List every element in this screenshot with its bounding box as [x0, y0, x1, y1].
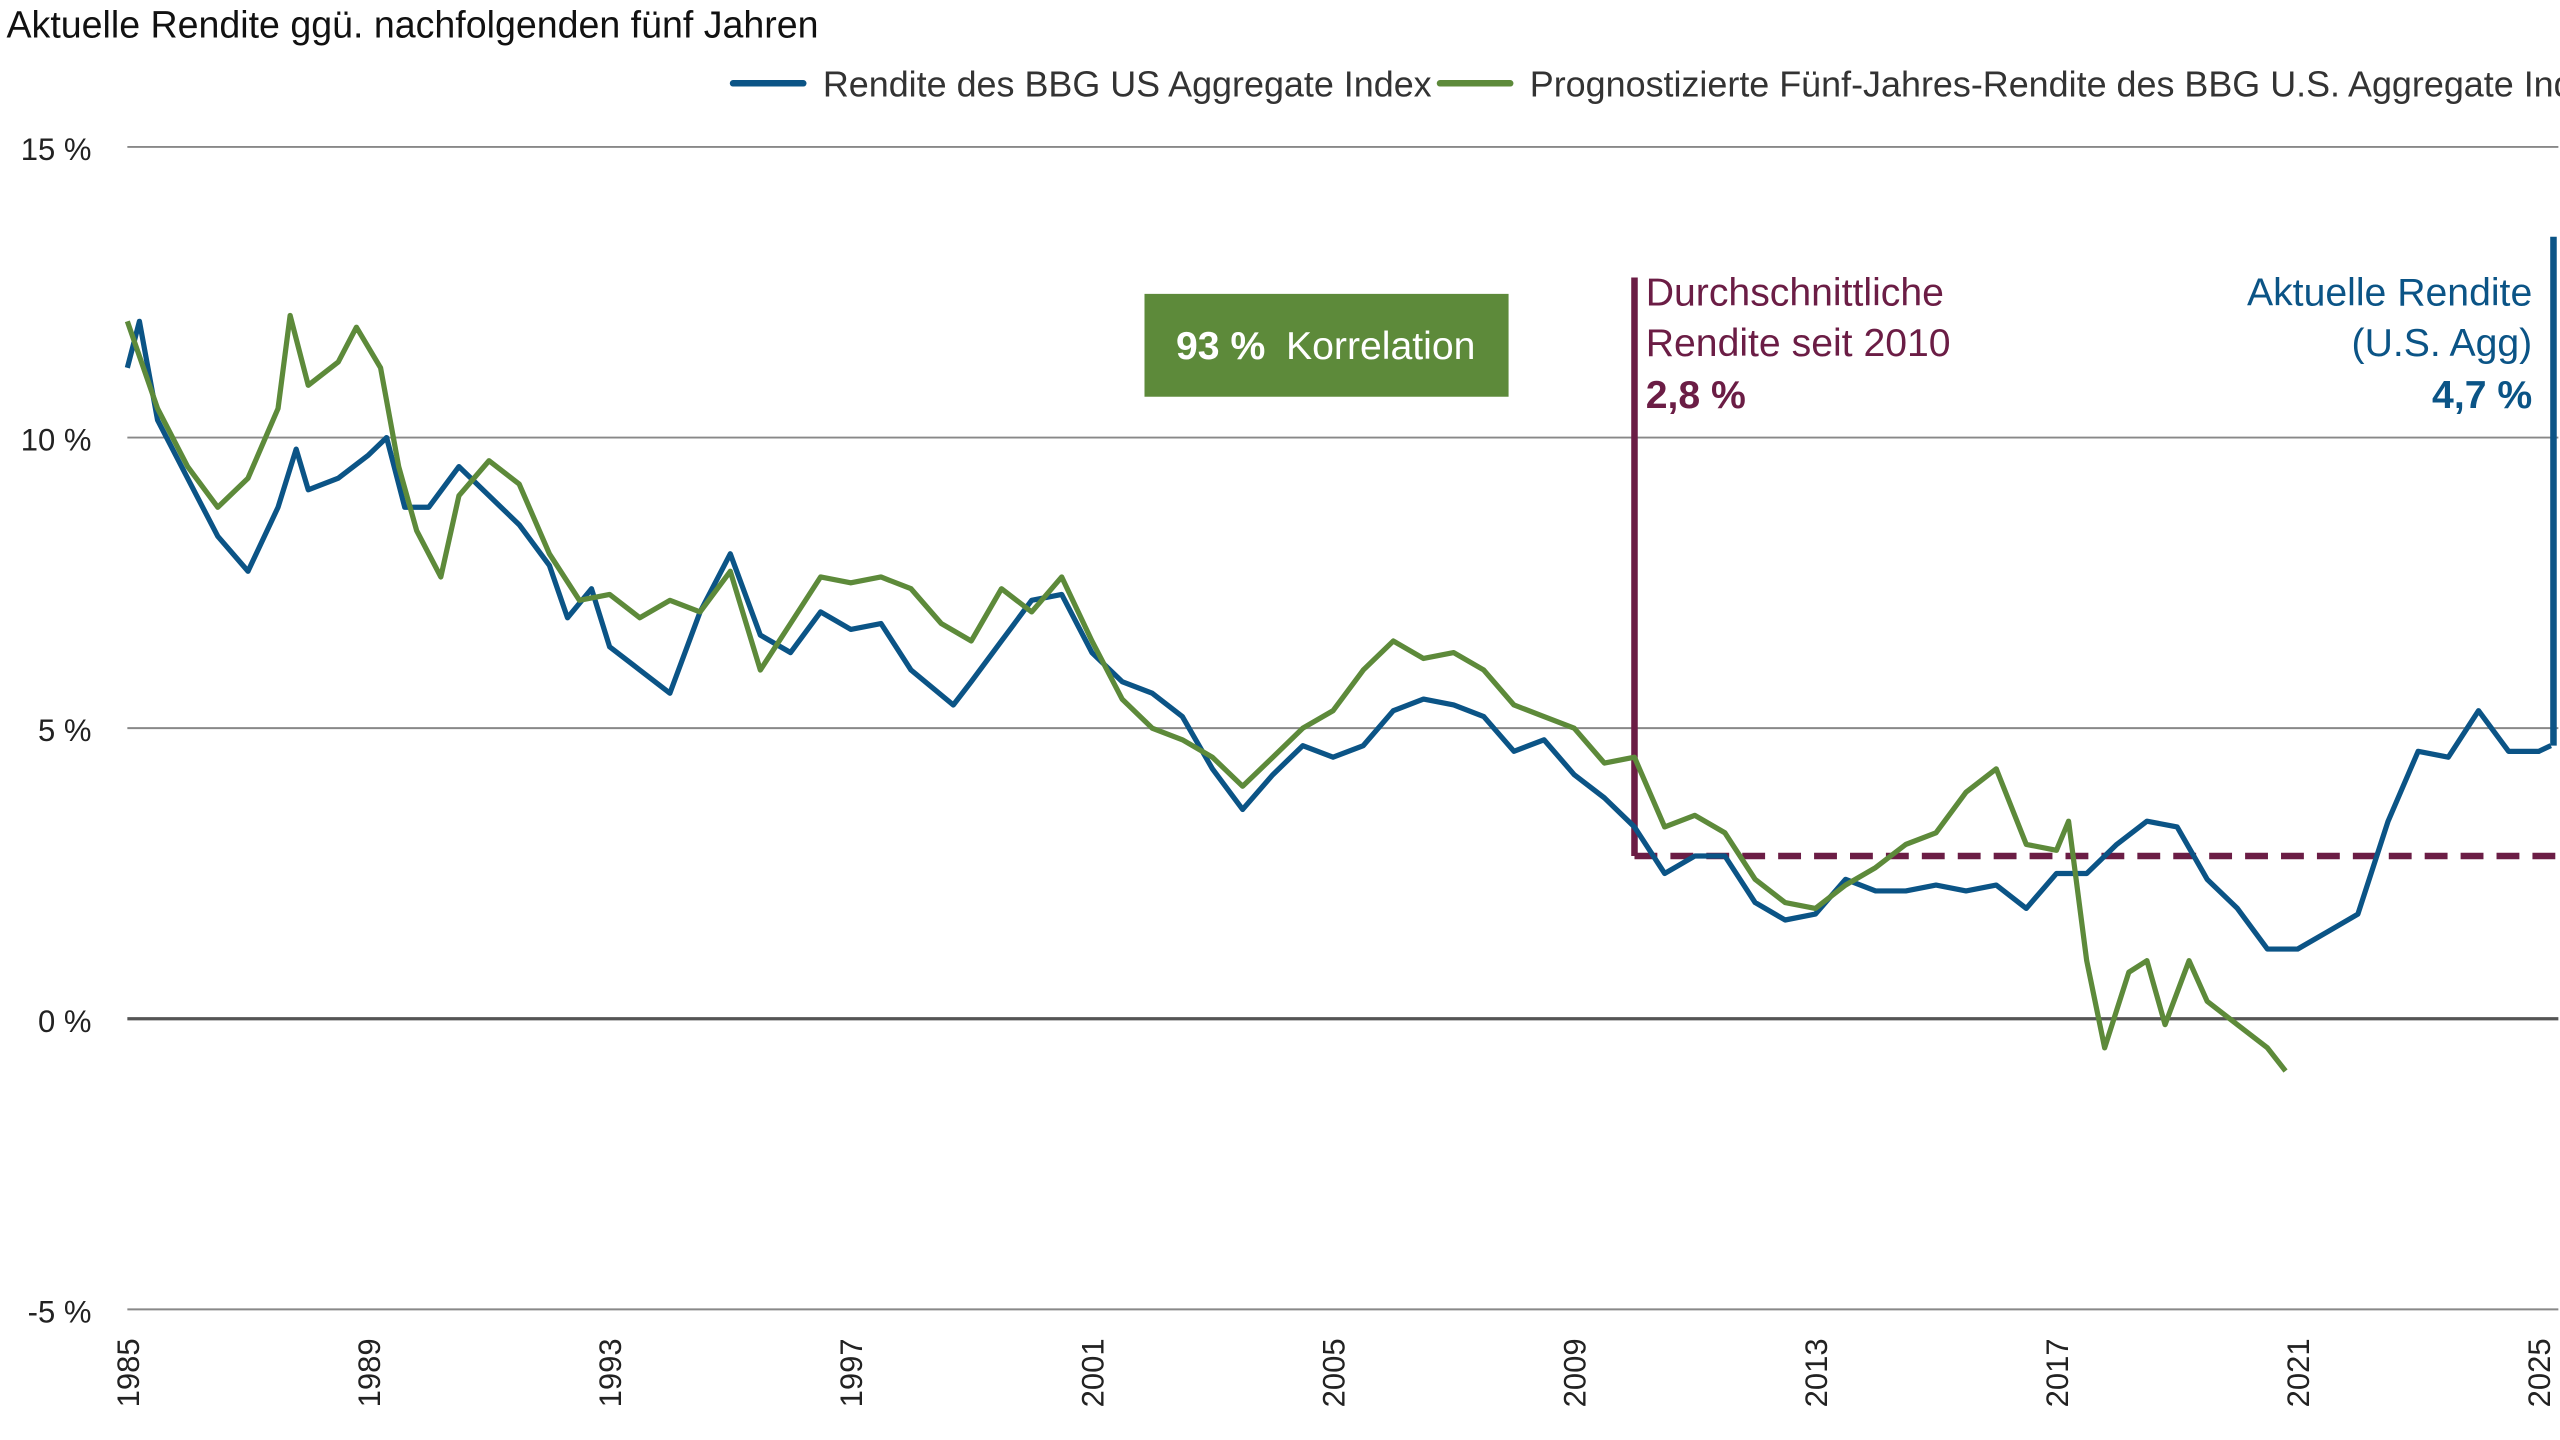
correlation-box-bg	[1144, 293, 1509, 397]
x-tick-label: 1997	[834, 1338, 869, 1407]
x-tick-label: 2017	[2040, 1338, 2075, 1407]
y-tick-label: 0 %	[38, 1004, 91, 1039]
average-label-1: Durchschnittliche	[1646, 271, 1944, 314]
svg-text:93 % Korrelation: 93 % Korrelation	[1176, 325, 1475, 368]
y-tick-label: 15 %	[21, 132, 92, 167]
correlation-label: Korrelation	[1286, 325, 1475, 368]
y-tick-label: 5 %	[38, 713, 91, 748]
average-annotation: Durchschnittliche Rendite seit 2010 2,8 …	[1631, 271, 2560, 860]
current-label-1: Aktuelle Rendite	[2247, 271, 2532, 314]
x-tick-label: 2001	[1075, 1338, 1110, 1407]
x-tick-label: 1985	[111, 1338, 146, 1407]
x-tick-label: 2025	[2522, 1338, 2557, 1407]
grid	[127, 145, 2559, 1311]
legend-label-forecast: Prognostizierte Fünf-Jahres-Rendite des …	[1530, 63, 2560, 104]
series-group	[124, 312, 2552, 1073]
legend: Rendite des BBG US Aggregate Index Progn…	[729, 63, 2560, 104]
x-tick-label: 1993	[593, 1338, 628, 1407]
y-tick-label: 10 %	[21, 423, 92, 458]
current-annotation: Aktuelle Rendite (U.S. Agg) 4,7 %	[2247, 236, 2557, 746]
average-label-2: Rendite seit 2010	[1646, 322, 1951, 365]
x-tick-label: 1989	[352, 1338, 387, 1407]
x-tick-label: 2013	[1799, 1338, 1834, 1407]
x-tick-label: 2021	[2281, 1338, 2316, 1407]
x-tick-label: 2009	[1558, 1338, 1593, 1407]
correlation-box: 93 % Korrelation	[1144, 293, 1509, 397]
y-tick-label: -5 %	[28, 1294, 92, 1329]
correlation-value: 93 %	[1176, 325, 1265, 368]
y-axis: 15 % 10 % 5 % 0 % -5 %	[21, 132, 92, 1329]
x-axis: 1985 1989 1993 1997 2001 2005 2009 2013 2017 2021…	[111, 1338, 2557, 1407]
current-value: 4,7 %	[2432, 374, 2532, 417]
chart-title: Aktuelle Rendite ggü. nachfolgenden fünf…	[7, 4, 819, 46]
average-value: 2,8 %	[1646, 374, 1746, 417]
series-line-yield	[124, 318, 2552, 952]
current-label-2: (U.S. Agg)	[2352, 322, 2533, 365]
legend-label-yield: Rendite des BBG US Aggregate Index	[823, 63, 1432, 104]
series-line-forecast	[124, 312, 2288, 1073]
x-tick-label: 2005	[1316, 1338, 1351, 1407]
